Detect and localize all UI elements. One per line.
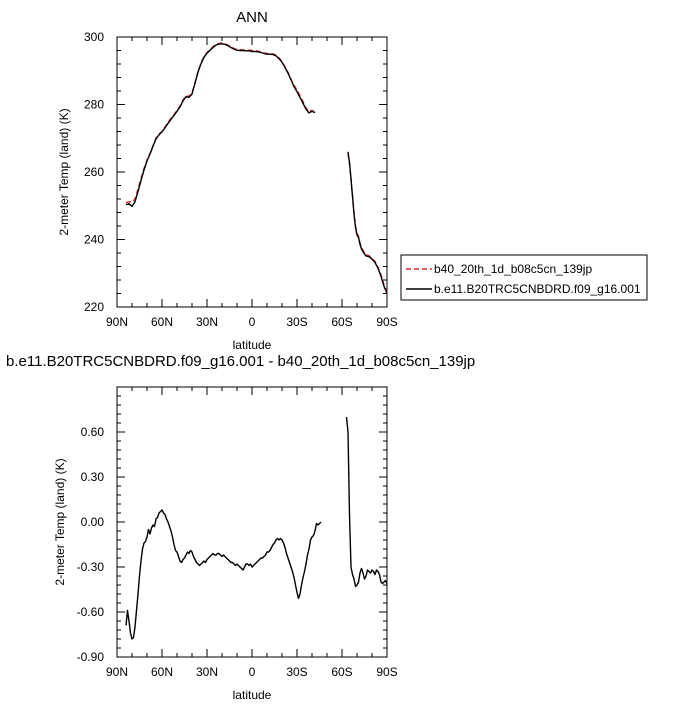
- y-tick-label: 300: [84, 30, 104, 44]
- x-tick-label: 90N: [106, 665, 128, 679]
- y-tick-label: 240: [84, 233, 104, 247]
- y-tick-label: -0.60: [77, 605, 105, 619]
- chart-panel-annual-mean: ANN 90N 60N 30N 0 30S 60S 90S 220 240 260 280 300 l…: [57, 9, 398, 352]
- plot-frame: [116, 386, 388, 658]
- x-tick-label: 30S: [286, 315, 307, 329]
- x-tick-label: 30N: [196, 315, 218, 329]
- series-2-line-segment-1: [125, 43, 316, 208]
- x-tick-label: 30N: [196, 665, 218, 679]
- x-tick-label: 60N: [151, 665, 173, 679]
- y-tick-label: -0.90: [77, 650, 105, 664]
- y-tick-label: 0.00: [81, 515, 105, 529]
- legend-label-series-2: b.e11.B20TRC5CNBDRD.f09_g16.001: [434, 282, 641, 296]
- data-lines: [125, 416, 388, 640]
- data-lines: [125, 42, 388, 294]
- chart-title: b.e11.B20TRC5CNBDRD.f09_g16.001 - b40_20…: [6, 353, 475, 370]
- plot-frame: [116, 36, 388, 308]
- series-1-line-segment-2: [345, 416, 388, 588]
- y-tick-label: 220: [84, 300, 104, 314]
- y-tick-label: -0.30: [77, 560, 105, 574]
- legend: b40_20th_1d_b08c5cn_139jp b.e11.B20TRC5C…: [400, 254, 648, 301]
- series-1-line-segment-2: [347, 153, 388, 293]
- x-axis-label: latitude: [233, 688, 272, 702]
- axis-ticks: 90N 60N 30N 0 30S 60S 90S 220 240 260 280 300: [84, 30, 398, 329]
- legend-label-series-1: b40_20th_1d_b08c5cn_139jp: [434, 262, 592, 276]
- x-tick-label: 60S: [331, 315, 352, 329]
- x-tick-label: 60S: [331, 665, 352, 679]
- y-axis-label: 2-meter Temp (land) (K): [57, 108, 71, 235]
- axis-ticks: 90N 60N 30N 0 30S 60S 90S -0.90 -0.60 -0.30 0.00 0.…: [77, 386, 398, 679]
- chart-title: ANN: [236, 9, 268, 26]
- series-2-line-segment-2: [347, 151, 388, 294]
- x-tick-label: 90S: [376, 665, 397, 679]
- x-tick-label: 60N: [151, 315, 173, 329]
- x-tick-label: 90N: [106, 315, 128, 329]
- series-1-line-segment-1: [125, 509, 322, 640]
- x-tick-label: 90S: [376, 315, 397, 329]
- legend-box: [400, 254, 648, 301]
- chart-panel-difference: b.e11.B20TRC5CNBDRD.f09_g16.001 - b40_20…: [6, 353, 475, 702]
- y-tick-label: 0.30: [81, 470, 105, 484]
- y-tick-label: 280: [84, 98, 104, 112]
- x-tick-label: 0: [249, 315, 256, 329]
- y-tick-label: 260: [84, 165, 104, 179]
- series-1-line-segment-1: [125, 42, 316, 204]
- y-tick-label: 0.60: [81, 425, 105, 439]
- x-tick-label: 0: [249, 665, 256, 679]
- y-axis-label: 2-meter Temp (land) (K): [53, 458, 67, 585]
- x-axis-label: latitude: [233, 338, 272, 352]
- x-tick-label: 30S: [286, 665, 307, 679]
